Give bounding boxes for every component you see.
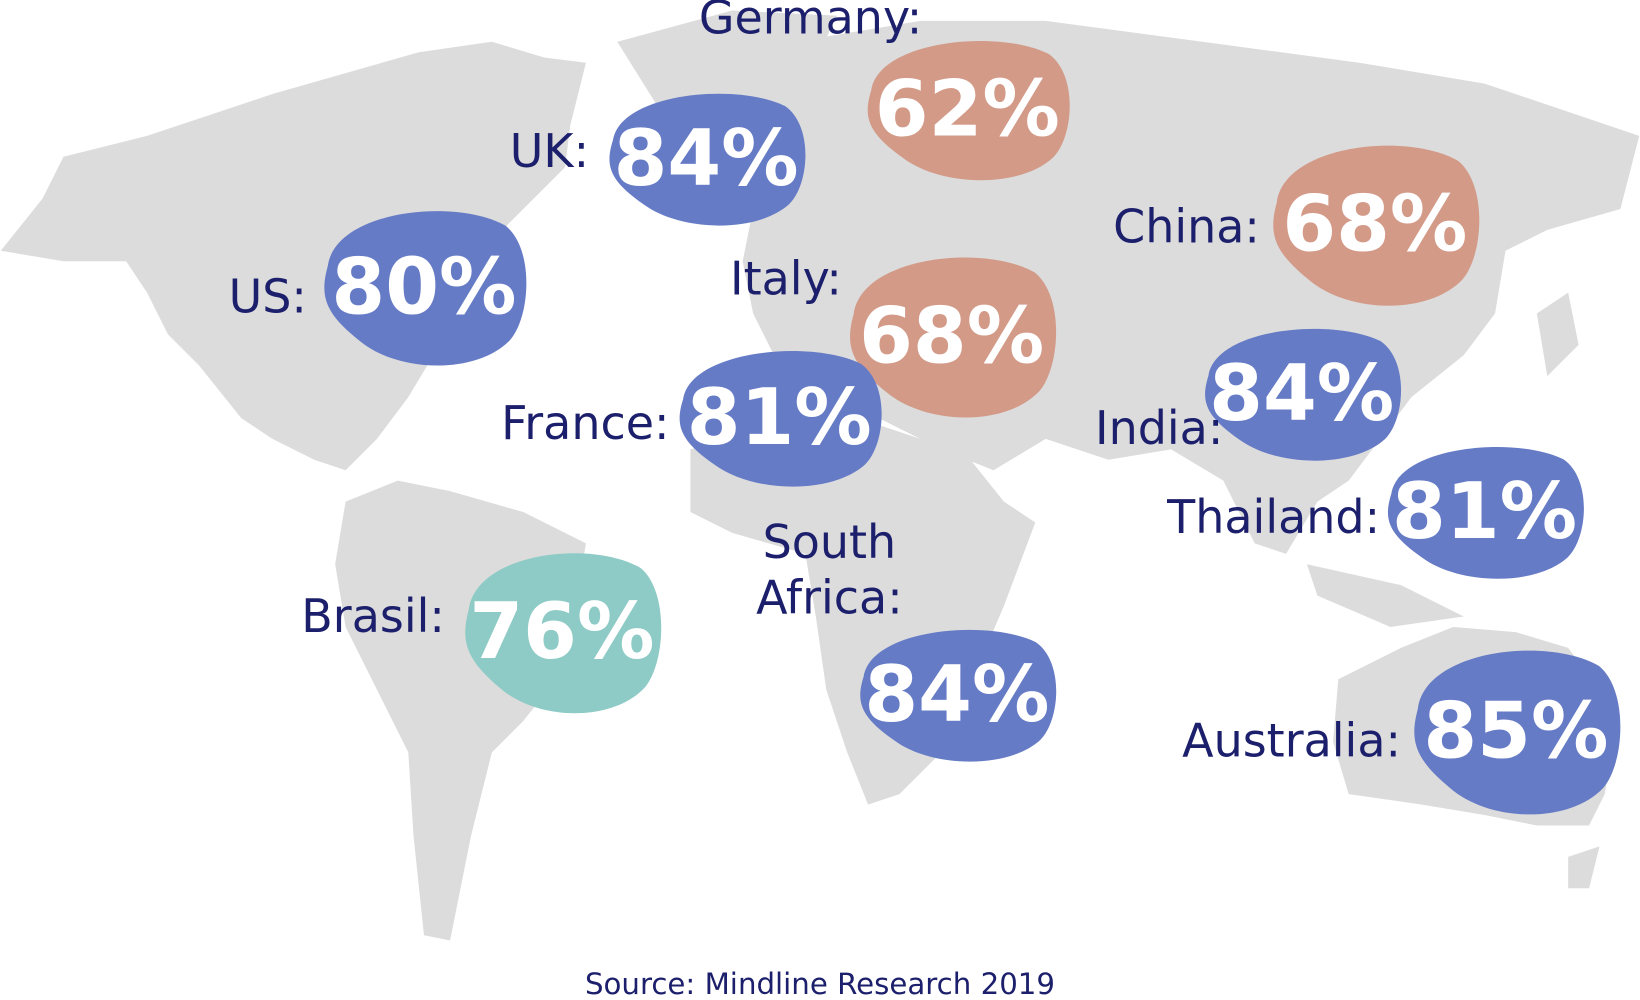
callout-value: 85% bbox=[1423, 686, 1608, 776]
callout-blob bbox=[1273, 145, 1480, 306]
source: Source: Mindline Research 2019 bbox=[585, 967, 1055, 1000]
callout-value: 68% bbox=[859, 291, 1044, 381]
callout-blob bbox=[850, 257, 1057, 418]
callout-value: 80% bbox=[331, 242, 516, 332]
callout-label: South bbox=[763, 515, 897, 569]
callout-value: 62% bbox=[875, 65, 1060, 155]
callout-blob bbox=[867, 40, 1070, 181]
callout-value: 81% bbox=[687, 373, 872, 463]
callout-label: Brasil: bbox=[301, 589, 445, 643]
callout-blob bbox=[679, 351, 882, 487]
north-america bbox=[0, 41, 586, 471]
callout-value: 76% bbox=[469, 587, 654, 677]
callout-value: 84% bbox=[1209, 349, 1394, 439]
callout-label: China: bbox=[1113, 199, 1260, 253]
callout-label: France: bbox=[501, 396, 669, 450]
callout-value: 84% bbox=[864, 650, 1049, 740]
callout-blob bbox=[1414, 650, 1621, 815]
callout-label: India: bbox=[1095, 401, 1223, 455]
callout-label: Germany: bbox=[699, 0, 922, 44]
callout-blob bbox=[465, 553, 662, 714]
callout-label: Italy: bbox=[730, 252, 842, 306]
callout-value: 68% bbox=[1282, 180, 1467, 270]
callouts: 62% Germany: 84% UK: 80% US: 68% Italy: 81% Franc… bbox=[229, 0, 1621, 815]
callout-blob bbox=[609, 93, 806, 226]
callout-blob bbox=[324, 211, 527, 366]
callout-value: 84% bbox=[614, 114, 799, 204]
callout-blob bbox=[1387, 446, 1584, 579]
callout-blob bbox=[1205, 328, 1402, 461]
callout-label: UK: bbox=[510, 124, 589, 178]
callout-value: 81% bbox=[1392, 467, 1577, 557]
callout-label: Australia: bbox=[1182, 713, 1401, 767]
callout-blob bbox=[860, 629, 1057, 762]
callout-label: US: bbox=[229, 269, 307, 323]
callout-label: Thailand: bbox=[1166, 490, 1380, 544]
callout-label: Africa: bbox=[756, 570, 903, 624]
